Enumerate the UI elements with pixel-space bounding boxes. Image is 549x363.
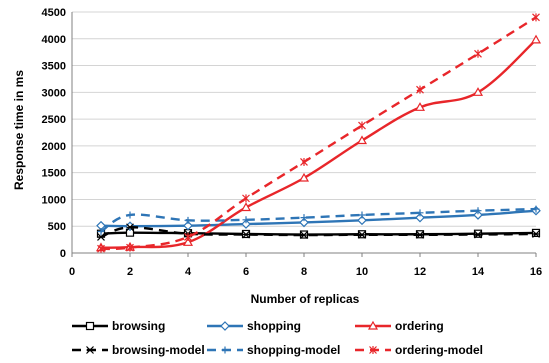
legend-label-shopping-model: shopping-model — [247, 343, 340, 357]
x-tick-label-3: 6 — [243, 266, 249, 278]
point-ordering-model-0 — [97, 244, 105, 253]
point-ordering-5 — [356, 135, 368, 145]
y-tick-label-3: 1500 — [42, 168, 66, 180]
point-browsing-model-7 — [474, 230, 482, 239]
legend-item-browsing: browsing — [72, 319, 165, 333]
point-browsing-model-6 — [416, 230, 424, 239]
x-tick-label-0: 0 — [69, 266, 75, 278]
point-shopping-3 — [241, 219, 251, 229]
point-browsing-model-4 — [300, 231, 308, 239]
point-shopping-model-5 — [358, 211, 366, 219]
point-browsing-model-8 — [532, 230, 540, 238]
point-shopping-model-6 — [416, 209, 424, 217]
point-shopping-7 — [473, 210, 483, 220]
legend-marker-shopping — [220, 321, 230, 331]
y-tick-label-2: 1000 — [42, 194, 66, 206]
point-ordering-8 — [530, 34, 542, 44]
axes — [71, 12, 537, 257]
point-browsing-model-3 — [242, 230, 250, 239]
x-tick-label-5: 10 — [356, 266, 368, 278]
point-ordering-model-3 — [242, 194, 250, 203]
x-axis-label: Number of replicas — [251, 292, 360, 306]
point-ordering-model-6 — [416, 85, 424, 94]
point-ordering-model-5 — [358, 121, 366, 130]
legend-item-browsing-model: browsing-model — [72, 343, 205, 357]
point-browsing-model-5 — [358, 230, 366, 239]
point-ordering-6 — [414, 102, 426, 111]
point-shopping-model-8 — [532, 205, 540, 213]
y-tick-label-0: 0 — [60, 248, 66, 260]
series-line-shopping-model — [100, 207, 537, 233]
point-browsing-model-0 — [97, 233, 105, 241]
series-line-shopping — [100, 209, 537, 228]
point-shopping-5 — [357, 215, 367, 226]
x-tick-labels: 0 2 4 6 8 10 12 14 16 — [69, 266, 542, 278]
y-tick-label-5: 2500 — [42, 114, 66, 126]
point-shopping-model-3 — [242, 216, 250, 224]
point-shopping-6 — [415, 212, 425, 223]
legend-marker-shopping-model — [221, 346, 229, 354]
legend-item-ordering: ordering — [355, 319, 444, 333]
x-tick-label-1: 2 — [127, 266, 133, 278]
y-tick-label-6: 3000 — [42, 87, 66, 99]
legend-label-browsing: browsing — [112, 319, 165, 333]
point-ordering-4 — [298, 172, 310, 182]
legend-label-shopping: shopping — [247, 319, 301, 333]
series-group — [95, 13, 542, 253]
point-ordering-model-1 — [126, 243, 134, 252]
point-browsing-8 — [531, 228, 541, 238]
x-tick-label-7: 14 — [472, 266, 485, 278]
point-ordering-model-2 — [184, 232, 192, 241]
legend-marker-ordering-model — [369, 346, 377, 354]
legend-marker-browsing-model — [86, 346, 94, 354]
legend-item-shopping-model: shopping-model — [207, 343, 340, 357]
point-shopping-2 — [183, 220, 193, 231]
legend: browsing shopping ordering browsing-model sh… — [72, 319, 483, 357]
point-shopping-model-4 — [300, 214, 308, 222]
point-ordering-model-8 — [532, 13, 540, 22]
y-tick-label-8: 4000 — [42, 34, 66, 46]
legend-label-browsing-model: browsing-model — [112, 343, 205, 357]
series-line-browsing-model — [100, 226, 537, 239]
x-tick-label-6: 12 — [414, 266, 426, 278]
x-tick-label-2: 4 — [185, 266, 192, 278]
legend-marker-browsing — [85, 321, 95, 331]
point-ordering-3 — [240, 202, 252, 212]
y-tick-label-7: 3500 — [42, 61, 66, 73]
series-line-browsing — [100, 231, 537, 236]
point-shopping-model-7 — [474, 207, 482, 215]
x-tick-label-8: 16 — [530, 266, 542, 278]
y-tick-label-9: 4500 — [42, 7, 66, 19]
y-tick-label-1: 500 — [48, 221, 66, 233]
series-line-ordering-model — [100, 16, 537, 251]
point-ordering-7 — [472, 87, 484, 96]
legend-label-ordering-model: ordering-model — [395, 343, 483, 357]
point-ordering-model-7 — [474, 49, 482, 58]
y-tick-labels: 0 500 1000 1500 2000 2500 3000 3500 4000 4500 — [42, 7, 66, 260]
y-axis-label: Response time in ms — [12, 70, 26, 190]
legend-label-ordering: ordering — [395, 319, 444, 333]
point-shopping-model-2 — [184, 216, 192, 224]
y-tick-label-4: 2000 — [42, 141, 66, 153]
grid-lines — [72, 11, 536, 227]
legend-item-shopping: shopping — [207, 319, 301, 333]
point-shopping-4 — [299, 217, 309, 228]
point-ordering-2 — [182, 237, 194, 246]
point-shopping-model-0 — [97, 228, 105, 236]
series-shopping-model — [97, 205, 540, 236]
point-browsing-model-1 — [126, 223, 134, 232]
legend-marker-ordering — [367, 320, 379, 330]
x-tick-label-4: 8 — [301, 266, 307, 278]
point-shopping-model-1 — [126, 211, 134, 219]
point-ordering-model-4 — [300, 157, 308, 166]
series-ordering-model — [97, 13, 540, 253]
legend-item-ordering-model: ordering-model — [355, 343, 483, 357]
